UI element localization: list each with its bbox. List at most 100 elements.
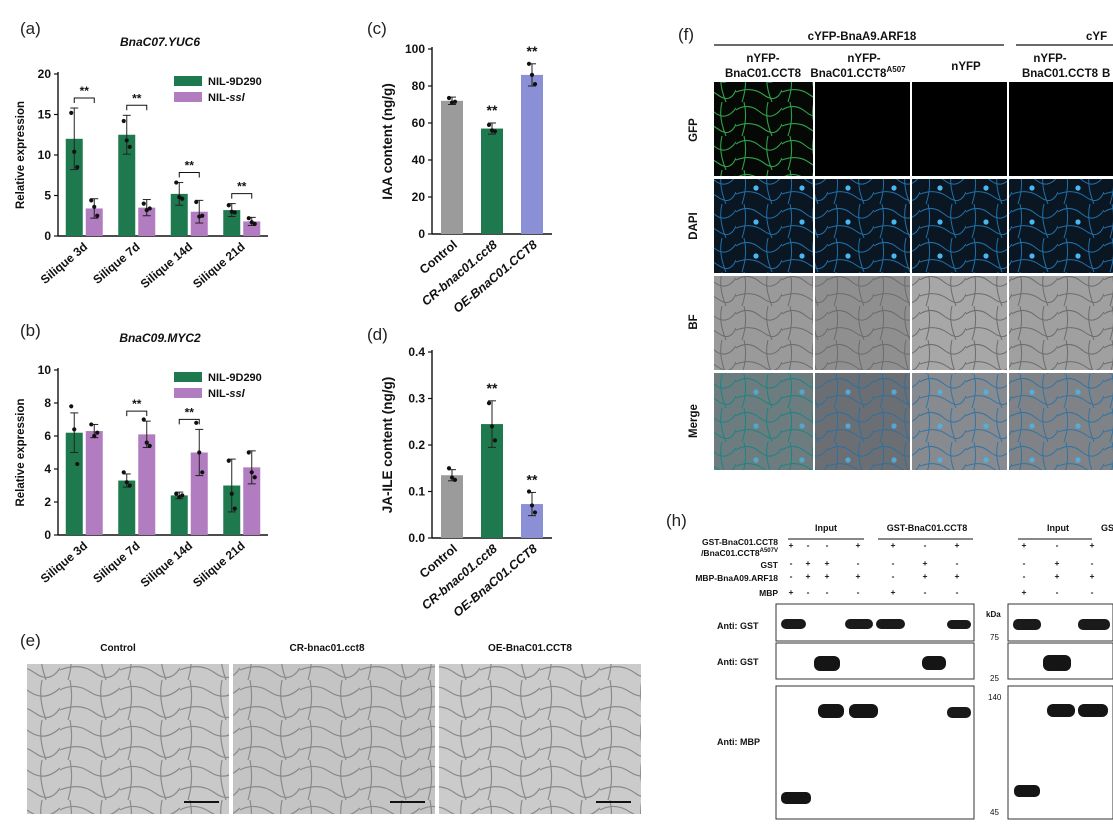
x-tick-label: Silique 3d <box>38 240 90 287</box>
blot-label-mbp: Anti: MBP <box>717 737 760 747</box>
legend-swatch <box>174 388 202 398</box>
data-point <box>174 491 179 496</box>
sign-cell: - <box>790 558 793 568</box>
data-point <box>232 506 237 511</box>
data-point <box>529 503 535 508</box>
panel-e-label-control: Control <box>100 643 136 654</box>
chart-title: BnaC09.MYC2 <box>119 331 201 345</box>
bar <box>65 432 83 535</box>
x-tick-label: Silique 21d <box>190 539 248 590</box>
sign-cell: - <box>1056 587 1059 597</box>
y-axis-label: JA-ILE content (ng/g) <box>380 377 395 513</box>
y-tick-label: 0.3 <box>408 392 425 406</box>
sign-cell: + <box>825 558 830 568</box>
data-point <box>121 470 126 475</box>
significance-marker: ** <box>237 180 247 194</box>
marker-140: 140 <box>988 693 1002 702</box>
data-point <box>89 198 94 203</box>
panel-e-micrographs: Control CR-bnac01.cct8 OE-BnaC01.CCT8 <box>27 643 641 814</box>
x-tick-label: Silique 21d <box>190 240 248 291</box>
sign-cell: - <box>892 571 895 581</box>
significance-marker: ** <box>487 380 498 396</box>
panel-f-row-dapi: DAPI <box>688 212 700 239</box>
band <box>1047 704 1075 717</box>
panel-label-h: (h) <box>666 511 687 530</box>
gfp-cell <box>815 82 910 176</box>
bar <box>521 74 543 235</box>
y-axis-label: IAA content (ng/g) <box>380 83 395 199</box>
bar <box>118 134 136 236</box>
sign-grid: + - - + + - + - + + - - + - - + + + - + + + - - - + - - + - + - + - - + + + - - <box>789 540 1095 597</box>
band <box>1043 655 1071 671</box>
significance-marker: ** <box>487 102 498 118</box>
data-point <box>127 483 132 488</box>
bar <box>170 193 188 236</box>
data-point <box>492 438 498 443</box>
x-tick-label: Silique 14d <box>138 539 196 590</box>
band <box>781 792 811 804</box>
panel-f-group-header-2: cYF <box>1086 31 1107 43</box>
micrograph-control <box>27 664 229 814</box>
data-point <box>526 489 532 494</box>
sign-cell: - <box>924 540 927 550</box>
y-tick-label: 0.1 <box>408 485 425 499</box>
data-point <box>532 82 538 87</box>
y-tick-label: 40 <box>412 153 426 167</box>
data-point <box>449 475 455 480</box>
legend-swatch <box>174 372 202 382</box>
sign-cell: + <box>923 571 928 581</box>
panel-label-d: (d) <box>367 325 388 344</box>
legend-label: NIL-ssl <box>208 92 246 104</box>
bar <box>85 431 103 535</box>
y-tick-label: 8 <box>44 396 51 410</box>
data-point <box>75 165 80 170</box>
sign-cell: + <box>1090 540 1095 550</box>
band <box>922 656 946 670</box>
chart-title: BnaC07.YUC6 <box>120 35 200 49</box>
sign-cell: + <box>1055 571 1060 581</box>
bar <box>243 467 261 535</box>
y-tick-label: 80 <box>412 79 426 93</box>
band <box>947 620 971 629</box>
y-tick-label: 0 <box>44 528 51 542</box>
sign-cell: - <box>924 587 927 597</box>
significance-marker: ** <box>80 84 90 98</box>
panel-label-f: (f) <box>678 25 694 44</box>
data-point <box>489 424 495 429</box>
chart-b-myc2-expression: 0 2 4 6 8 10 Relative expression BnaC09.MYC2 ** *… <box>15 331 268 590</box>
blot-label-gst-1: Anti: GST <box>717 621 759 631</box>
band <box>1014 785 1040 797</box>
sign-cell: + <box>955 540 960 550</box>
y-axis-label: Relative expression <box>15 398 27 506</box>
row-label-gst: GST <box>761 560 779 570</box>
y-tick-label: 0 <box>44 229 51 243</box>
sign-cell: + <box>891 540 896 550</box>
band <box>845 619 873 629</box>
data-point <box>127 144 132 149</box>
y-tick-label: 15 <box>38 108 52 122</box>
y-tick-label: 20 <box>412 190 426 204</box>
data-point <box>69 404 74 409</box>
gfp-signal <box>714 82 813 176</box>
data-point <box>486 122 492 127</box>
data-point <box>446 466 452 471</box>
y-tick-label: 0.0 <box>408 531 425 545</box>
row-label-cct8-a507v: /BnaC01.CCT8A507V <box>701 548 778 558</box>
significance-marker: ** <box>132 91 142 105</box>
sign-cell: - <box>1056 540 1059 550</box>
y-tick-label: 0.2 <box>408 438 425 452</box>
panel-f-group-header: cYFP-BnaA9.ARF18 <box>808 31 917 43</box>
data-point <box>446 95 452 101</box>
sign-cell: - <box>1023 558 1026 568</box>
sign-cell: + <box>1022 587 1027 597</box>
significance-bracket <box>126 104 148 111</box>
row-label-gst-cct8: GST-BnaC01.CCT8 <box>702 537 778 547</box>
data-point <box>246 216 251 221</box>
band <box>781 619 806 629</box>
data-point <box>486 401 492 406</box>
bar <box>170 495 188 535</box>
legend-swatch <box>174 76 202 86</box>
data-point <box>252 221 257 226</box>
